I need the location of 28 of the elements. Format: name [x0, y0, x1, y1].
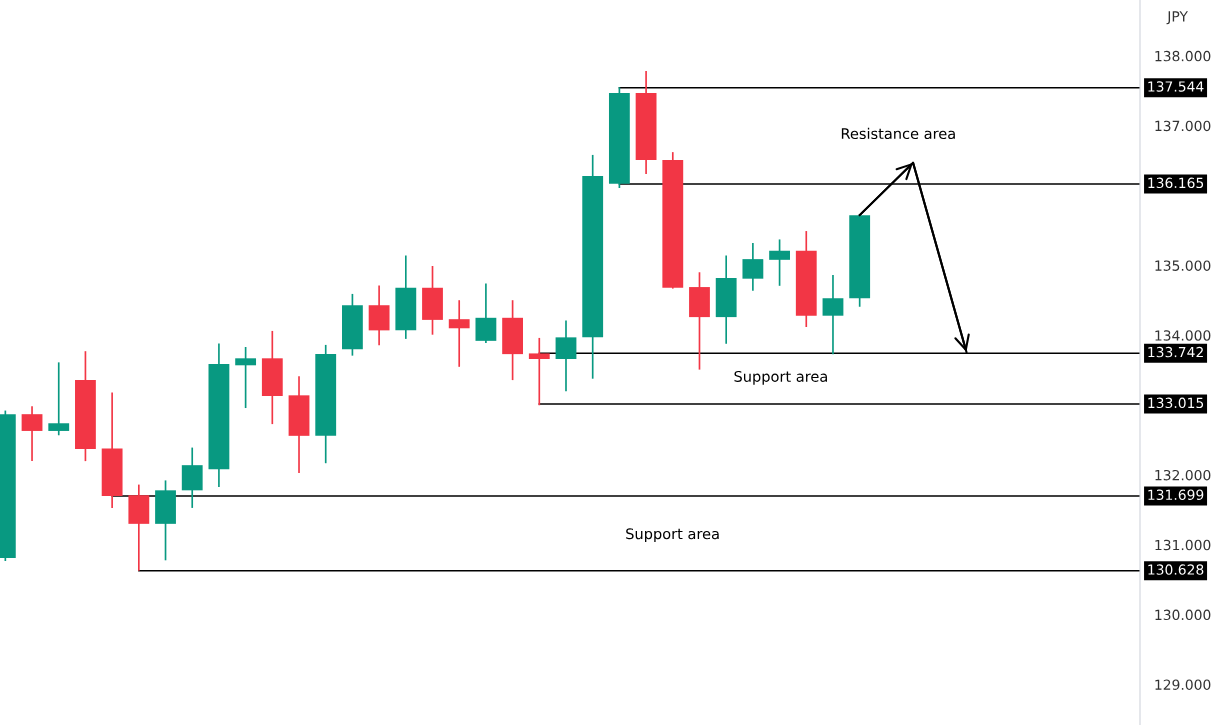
candlestick — [475, 283, 497, 344]
ref-line-label: 133.015 — [1148, 397, 1204, 409]
y-tick-label: 137.000 — [1155, 120, 1211, 132]
candlestick — [555, 320, 577, 392]
annotation: Resistance area — [841, 127, 955, 140]
y-tick-label: 131.000 — [1155, 539, 1211, 551]
y-tick-label: 138.000 — [1155, 50, 1211, 62]
y-tick-label: 132.000 — [1155, 469, 1211, 481]
ref-line-label: 131.699 — [1148, 489, 1204, 501]
annotation: Support area — [734, 370, 827, 385]
candlestick — [21, 406, 43, 462]
y-tick-label: 129.000 — [1155, 679, 1211, 690]
candlestick — [448, 300, 470, 367]
annotation: Support area — [626, 528, 719, 543]
ref-line-label: 130.628 — [1148, 564, 1204, 575]
y-axis-title: JPY — [1166, 11, 1188, 25]
y-tick-label: 130.000 — [1155, 609, 1211, 621]
ref-line-label: 136.165 — [1148, 177, 1204, 189]
candlestick — [528, 337, 550, 406]
candlestick — [742, 242, 764, 291]
candlestick — [822, 275, 844, 355]
y-tick-label: 134.000 — [1155, 330, 1211, 341]
candlestick — [769, 239, 790, 286]
y-tick-label: 135.000 — [1155, 260, 1211, 271]
ref-line-label: 137.544 — [1148, 81, 1204, 92]
candlestick — [48, 362, 70, 436]
candlestick — [235, 346, 257, 409]
ref-line-label: 133.742 — [1148, 346, 1203, 358]
